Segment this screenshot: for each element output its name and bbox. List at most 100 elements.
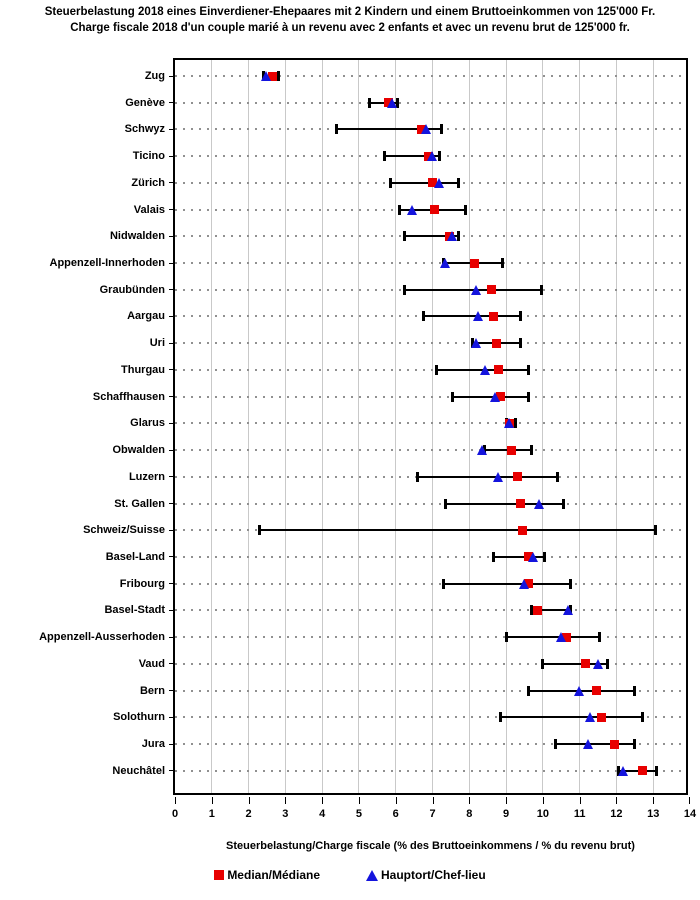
range-cap-right [519, 338, 523, 349]
y-tick [169, 663, 175, 665]
x-tick-label: 8 [466, 808, 473, 820]
range-cap-right [539, 284, 543, 295]
hauptort-marker [555, 632, 566, 643]
range-cap-left [491, 551, 495, 562]
row-gridline [175, 555, 686, 558]
median-marker [267, 71, 277, 81]
median-marker [470, 258, 480, 268]
chart-row: Jura [142, 731, 686, 757]
canton-label: Luzern [128, 470, 165, 483]
range-cap-left [541, 658, 545, 669]
range-cap-left [451, 391, 455, 402]
hauptort-marker [261, 71, 272, 81]
range-bar [390, 181, 459, 184]
x-tick-label: 13 [647, 808, 660, 820]
range-cap-left [554, 739, 558, 749]
legend-label-median: Median/Médiane [227, 868, 320, 882]
x-tick-label: 7 [429, 808, 436, 820]
canton-label: Obwalden [112, 444, 165, 457]
hauptort-marker [434, 177, 445, 188]
canton-label: Ticino [132, 150, 165, 163]
range-bar [500, 716, 643, 719]
range-bar [384, 155, 440, 158]
range-bar [493, 555, 545, 558]
canton-label: Vaud [138, 657, 165, 670]
range-cap-left [530, 605, 534, 616]
canton-label: Jura [141, 738, 165, 750]
y-tick [169, 128, 175, 130]
range-cap-left [504, 632, 508, 643]
x-tick [616, 797, 618, 804]
canton-label: Valais [133, 203, 165, 216]
range-cap-right [653, 525, 657, 536]
canton-label: Glarus [130, 417, 165, 430]
range-cap-right [543, 551, 547, 562]
range-cap-left [403, 231, 407, 242]
chart-row: Aargau [127, 303, 686, 329]
median-marker [532, 605, 542, 615]
chart-row: Basel-Land [106, 544, 686, 570]
chart-row: Neuchâtel [112, 758, 686, 784]
row-gridline [175, 422, 686, 425]
hauptort-marker [504, 418, 515, 429]
gridline [652, 60, 654, 793]
chart-row: Solothurn [113, 704, 686, 730]
y-tick [169, 182, 175, 184]
gridline [615, 60, 617, 793]
legend-label-hauptort: Hauptort/Chef-lieu [381, 868, 486, 882]
gridline [211, 60, 213, 793]
chart-row: Basel-Stadt [104, 597, 686, 623]
hauptort-marker [480, 364, 491, 375]
y-tick [169, 476, 175, 478]
canton-label: Zürich [131, 176, 165, 189]
x-tick [542, 797, 544, 804]
range-cap-left [526, 685, 530, 696]
hauptort-marker [585, 712, 596, 723]
canton-label: Neuchâtel [112, 764, 165, 777]
row-gridline [175, 502, 686, 505]
x-tick-label: 9 [503, 808, 510, 820]
row-gridline [175, 609, 686, 612]
range-cap-right [464, 204, 468, 215]
median-marker [496, 392, 506, 402]
x-tick [653, 797, 655, 804]
chart-title-line2: Charge fiscale 2018 d'un couple marié à … [70, 22, 630, 34]
canton-label: Thurgau [121, 363, 165, 376]
y-tick [169, 75, 175, 77]
chart-row: Appenzell-Ausserhoden [39, 624, 686, 650]
x-tick [469, 797, 471, 804]
range-cap-right [456, 177, 460, 188]
x-tick-label: 1 [208, 808, 215, 820]
chart-title-line1: Steuerbelastung 2018 eines Einverdiener-… [44, 6, 656, 18]
range-cap-right [655, 765, 659, 776]
x-tick [432, 797, 434, 804]
hauptort-marker [533, 498, 544, 509]
x-tick [248, 797, 250, 804]
range-bar [506, 636, 600, 639]
canton-label: Bern [139, 684, 165, 697]
range-cap-left [258, 525, 262, 536]
canton-label: Fribourg [119, 577, 165, 590]
y-tick [169, 770, 175, 772]
range-bar [417, 475, 558, 478]
range-bar [445, 502, 564, 505]
chart-row: Genève [125, 90, 686, 116]
x-tick [211, 797, 213, 804]
range-cap-right [568, 578, 572, 589]
x-tick [358, 797, 360, 804]
range-cap-right [526, 364, 530, 375]
chart-row: Obwalden [112, 437, 686, 463]
canton-label: Schaffhausen [92, 390, 165, 403]
median-marker [591, 686, 601, 696]
canton-label: Schweiz/Suisse [83, 524, 165, 537]
range-cap-right [526, 391, 530, 402]
canton-label: Uri [149, 337, 165, 350]
chart-row: Glarus [130, 410, 686, 436]
gridline [321, 60, 323, 793]
canton-label: Aargau [127, 310, 165, 323]
hauptort-marker [592, 658, 603, 669]
range-cap-left [403, 284, 407, 295]
chart-row: Luzern [129, 464, 686, 490]
y-tick [169, 583, 175, 585]
x-tick-label: 4 [319, 808, 326, 820]
